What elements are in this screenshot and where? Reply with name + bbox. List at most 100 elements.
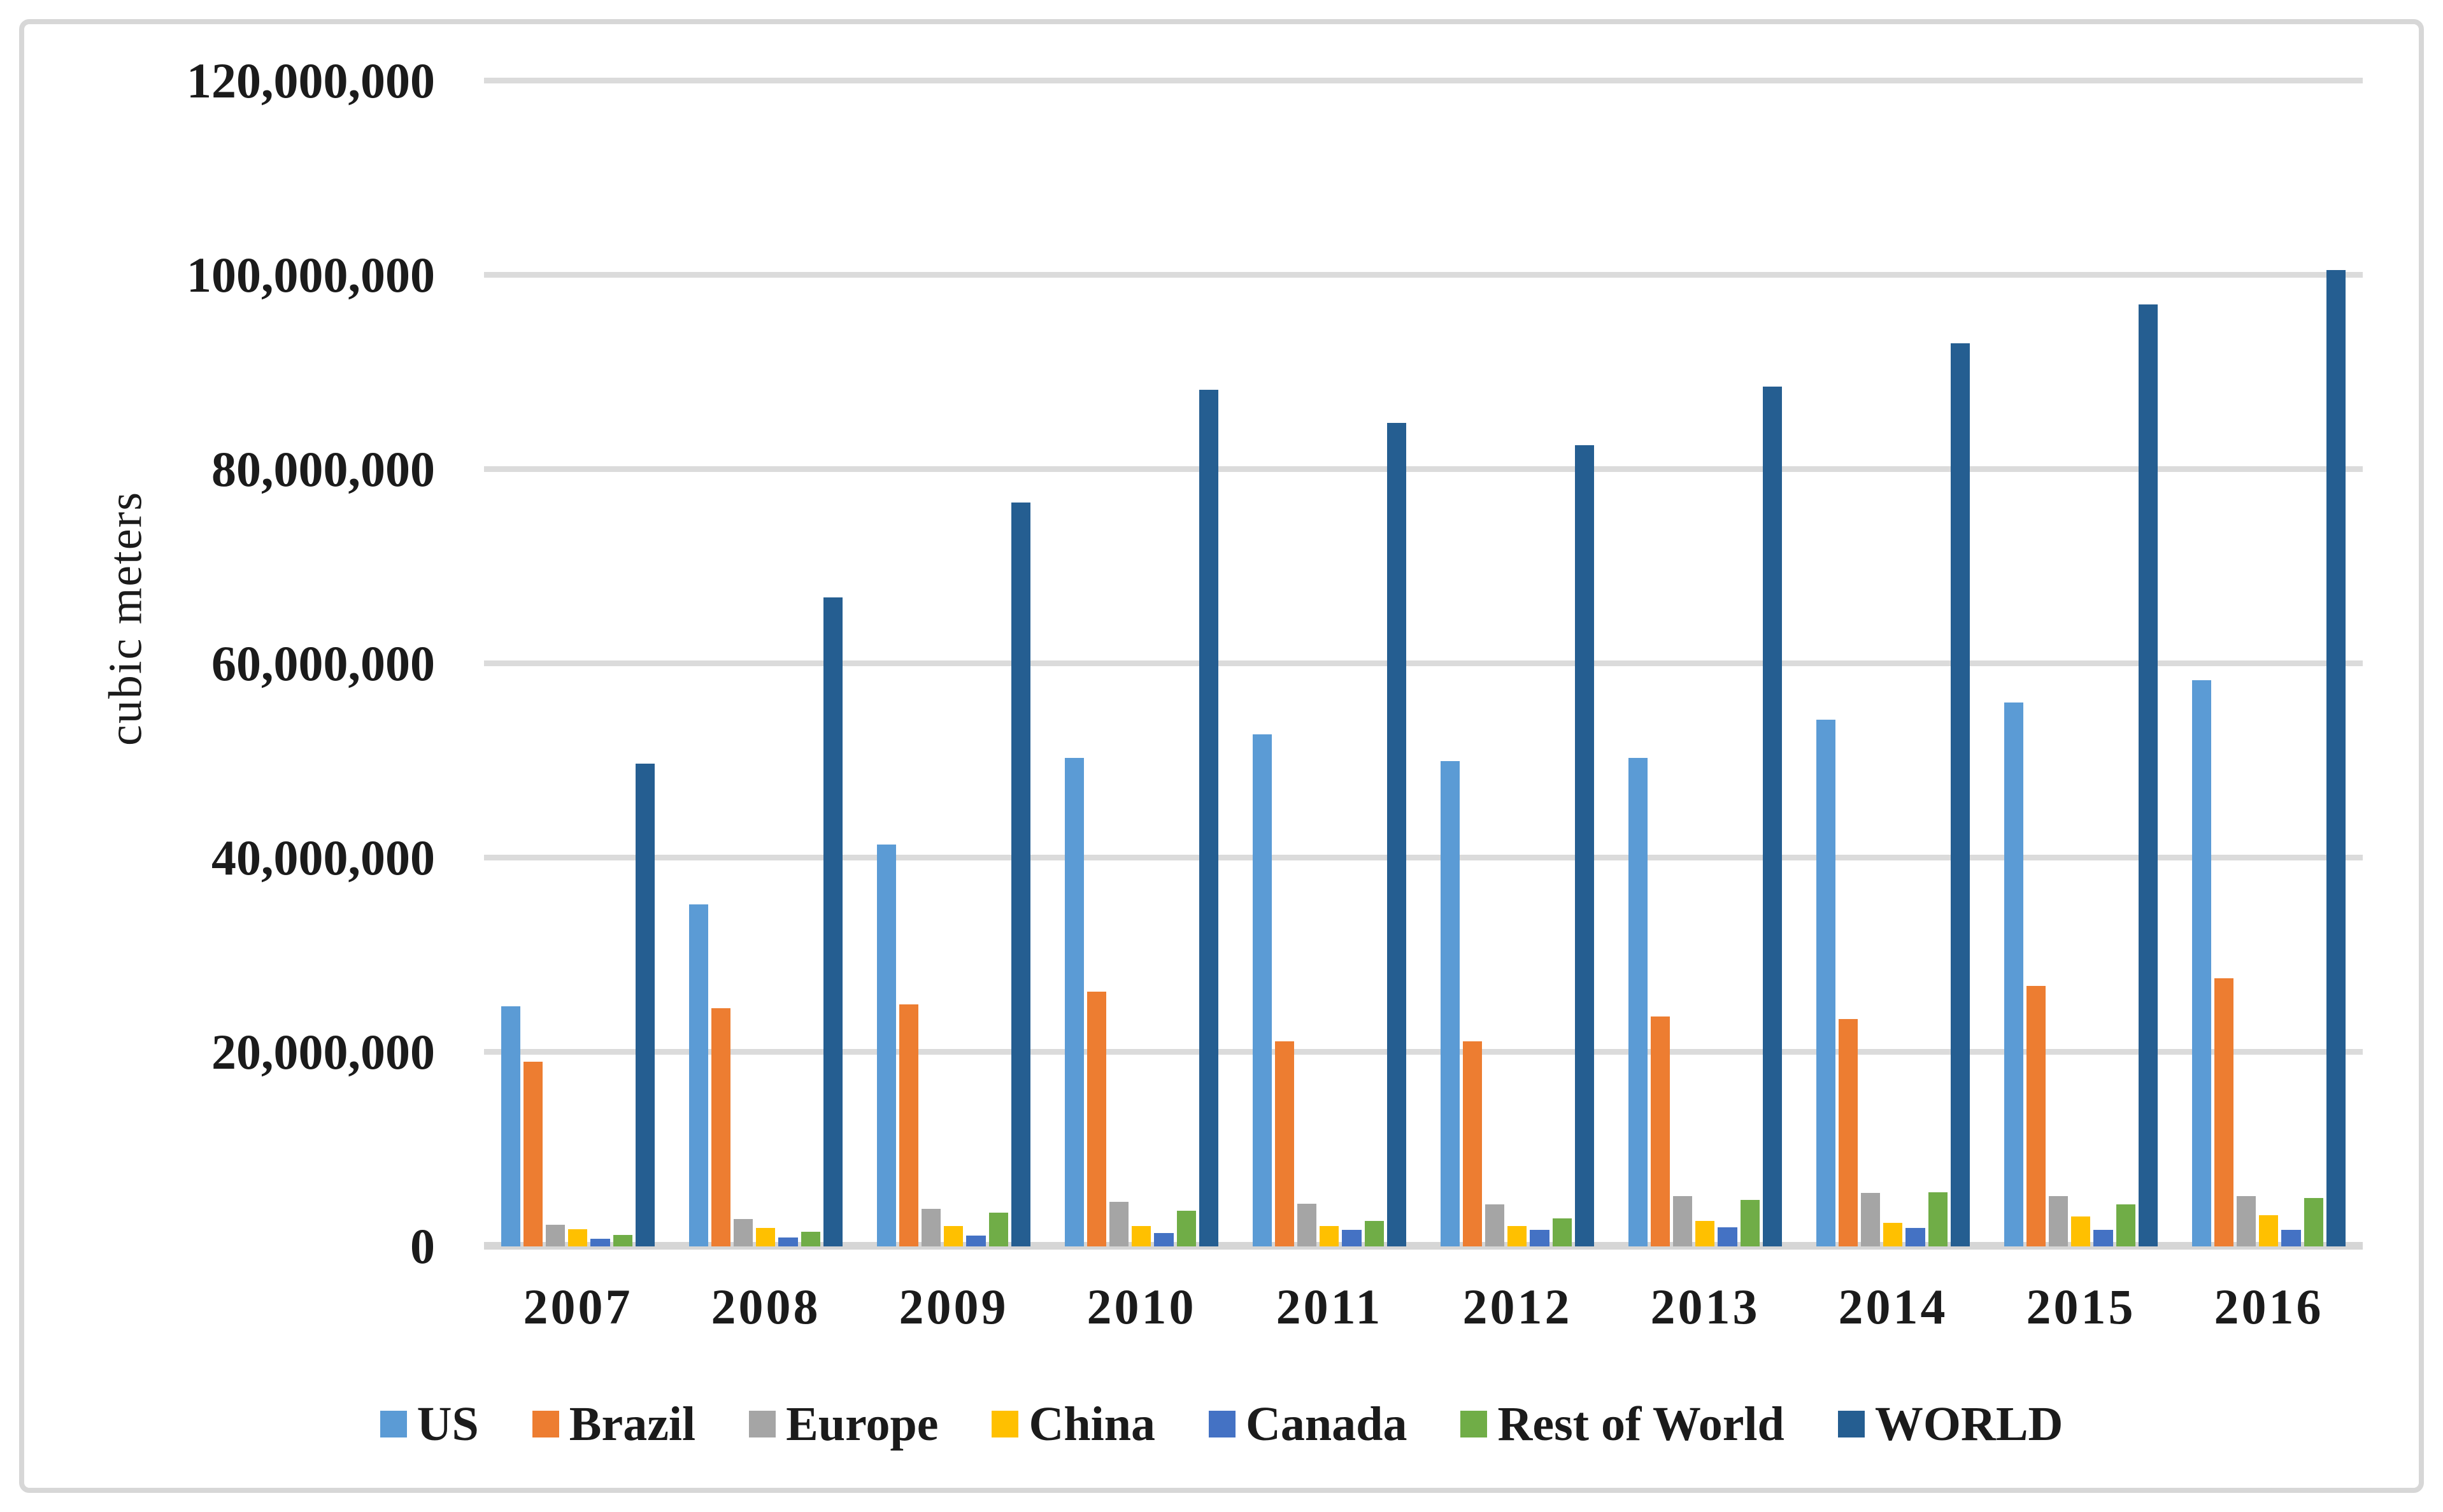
bar-groups: 2007 2008 2009 2010 2011 2012 2013 2014 2015 2016 <box>484 81 2363 1332</box>
bar-cluster <box>501 81 655 1246</box>
y-axis-tick-label: 40,000,000 <box>211 830 435 885</box>
bar-china-2011 <box>1320 1225 1339 1246</box>
x-axis-category-label: 2011 <box>1276 1279 1383 1334</box>
bar-rest-of-world-2007 <box>613 1234 632 1246</box>
bar-cluster <box>689 81 843 1246</box>
bar-europe-2014 <box>1861 1193 1881 1246</box>
legend-label: China <box>1029 1397 1156 1451</box>
bar-rest-of-world-2013 <box>1740 1199 1760 1246</box>
bar-canada-2015 <box>2093 1230 2113 1246</box>
bar-group-2016: 2016 <box>2175 81 2363 1332</box>
legend-label: Canada <box>1246 1397 1407 1451</box>
bar-rest-of-world-2015 <box>2116 1204 2135 1246</box>
bar-us-2015 <box>2004 703 2024 1246</box>
bar-brazil-2012 <box>1463 1041 1483 1246</box>
bar-europe-2011 <box>1297 1203 1317 1246</box>
bar-group-2008: 2008 <box>672 81 860 1332</box>
bar-cluster <box>1628 81 1782 1246</box>
y-axis-tick-label: 0 <box>410 1218 435 1274</box>
bar-europe-2015 <box>2049 1195 2069 1246</box>
x-axis-category-label: 2008 <box>711 1279 821 1334</box>
legend-entry-canada: Canada <box>1209 1400 1407 1448</box>
bar-group-2011: 2011 <box>1236 81 1423 1332</box>
bar-europe-2010 <box>1109 1201 1129 1246</box>
legend-label: US <box>417 1397 479 1451</box>
bar-canada-2014 <box>1905 1228 1925 1246</box>
bar-brazil-2008 <box>711 1008 731 1246</box>
legend-label: Europe <box>786 1397 939 1451</box>
bar-brazil-2015 <box>2026 986 2046 1246</box>
bar-canada-2012 <box>1530 1230 1549 1246</box>
bar-rest-of-world-2010 <box>1176 1210 1196 1246</box>
legend-entry-world: WORLD <box>1837 1400 2063 1448</box>
legend-marker-icon <box>1209 1411 1236 1437</box>
gridline <box>484 1049 2363 1055</box>
bar-group-2014: 2014 <box>1799 81 1987 1332</box>
bar-world-2015 <box>2138 304 2158 1246</box>
bar-canada-2011 <box>1342 1230 1362 1246</box>
legend-marker-icon <box>749 1411 776 1437</box>
bar-rest-of-world-2014 <box>1928 1192 1948 1246</box>
legend-marker-icon <box>532 1411 559 1437</box>
legend-marker-icon <box>1460 1411 1488 1437</box>
bar-brazil-2009 <box>899 1004 919 1246</box>
bar-us-2008 <box>689 904 709 1246</box>
y-axis-tick-label: 60,000,000 <box>211 636 435 691</box>
bar-canada-2008 <box>778 1237 798 1246</box>
bar-europe-2008 <box>734 1219 753 1246</box>
bar-group-2009: 2009 <box>860 81 1048 1332</box>
bar-cluster <box>1816 81 1970 1246</box>
bar-group-2007: 2007 <box>484 81 672 1332</box>
bar-china-2007 <box>568 1229 588 1246</box>
bar-us-2011 <box>1253 734 1272 1246</box>
bar-rest-of-world-2009 <box>988 1212 1008 1246</box>
bar-world-2012 <box>1574 445 1594 1246</box>
bar-us-2012 <box>1441 760 1460 1246</box>
bar-us-2014 <box>1816 720 1836 1246</box>
bar-us-2009 <box>877 844 897 1246</box>
bar-us-2013 <box>1628 757 1648 1246</box>
bar-canada-2007 <box>590 1238 610 1246</box>
bar-world-2009 <box>1011 502 1030 1246</box>
bar-china-2015 <box>2071 1216 2091 1246</box>
legend: US Brazil Europe China Canada Rest of World WO… <box>0 1386 2443 1462</box>
bar-canada-2013 <box>1718 1227 1737 1246</box>
bar-brazil-2007 <box>524 1062 543 1246</box>
bar-china-2014 <box>1883 1223 1903 1246</box>
x-axis-category-label: 2012 <box>1462 1279 1572 1334</box>
bar-brazil-2016 <box>2214 978 2234 1246</box>
legend-label: Rest of World <box>1497 1397 1784 1451</box>
bar-canada-2009 <box>966 1236 986 1246</box>
bar-group-2012: 2012 <box>1423 81 1611 1332</box>
bar-europe-2012 <box>1485 1204 1505 1246</box>
bar-china-2013 <box>1695 1221 1715 1246</box>
bar-rest-of-world-2011 <box>1364 1221 1384 1246</box>
bar-group-2013: 2013 <box>1611 81 1799 1332</box>
bar-china-2012 <box>1507 1225 1527 1246</box>
x-axis-category-label: 2016 <box>2214 1279 2324 1334</box>
bar-world-2010 <box>1199 389 1218 1246</box>
bar-cluster <box>1441 81 1594 1246</box>
legend-marker-icon <box>1837 1411 1865 1437</box>
gridline <box>484 78 2363 83</box>
legend-entry-rest-of-world: Rest of World <box>1460 1400 1784 1448</box>
bar-brazil-2014 <box>1839 1019 1858 1246</box>
x-axis-category-label: 2013 <box>1650 1279 1760 1334</box>
bar-rest-of-world-2012 <box>1552 1218 1572 1246</box>
chart-frame-border <box>19 19 2424 1493</box>
bar-group-2010: 2010 <box>1048 81 1236 1332</box>
bar-world-2014 <box>1950 343 1970 1246</box>
plot-area: 2007 2008 2009 2010 2011 2012 2013 2014 2015 2016 <box>484 78 2363 1332</box>
bar-europe-2013 <box>1673 1195 1693 1246</box>
bar-china-2008 <box>756 1228 776 1246</box>
bar-rest-of-world-2008 <box>801 1232 820 1246</box>
bar-world-2008 <box>823 597 843 1246</box>
legend-label: Brazil <box>569 1397 696 1451</box>
bar-cluster <box>1253 81 1406 1246</box>
x-axis-category-label: 2014 <box>1838 1279 1948 1334</box>
x-axis-category-label: 2010 <box>1086 1279 1197 1334</box>
bar-us-2010 <box>1065 757 1085 1246</box>
bar-europe-2016 <box>2237 1195 2256 1246</box>
bar-rest-of-world-2016 <box>2304 1197 2323 1246</box>
